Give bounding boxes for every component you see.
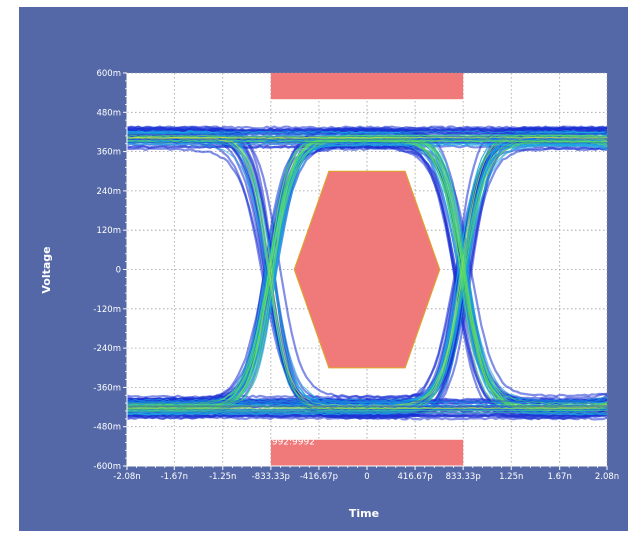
- axes: -2.08n -1.67n -1.25n -833.33p -416.67p 0 416.6…: [93, 69, 619, 482]
- eye-trace: [127, 130, 607, 414]
- x-tick-label: 1.25n: [499, 472, 523, 482]
- x-tick-label: 2.08n: [595, 472, 619, 482]
- x-tick-label: 416.67p: [398, 472, 433, 482]
- sample-count-label: 992:9992: [272, 438, 315, 448]
- eye-trace: [127, 405, 607, 410]
- y-axis-title: Voltage: [40, 246, 53, 293]
- x-axis-title: Time: [349, 507, 379, 520]
- low-rail-noise: [127, 410, 607, 412]
- high-rail-noise: [127, 133, 607, 135]
- x-tick-label: -1.67n: [161, 472, 188, 482]
- plot-area: 992:9992 Nt Bit: [126, 72, 608, 467]
- eye-trace: [127, 136, 607, 142]
- high-rail-noise: [127, 133, 607, 135]
- y-tick-label: -600m: [93, 462, 121, 472]
- high-rail-noise: [127, 133, 607, 136]
- y-tick-label: 240m: [96, 187, 121, 197]
- eye-trace: [127, 133, 607, 411]
- eye-trace: [127, 403, 607, 408]
- low-rail-hot: [127, 411, 607, 414]
- low-rail-hot: [127, 409, 607, 412]
- eye-trace: [127, 137, 607, 410]
- eye-traces: [127, 125, 607, 421]
- mask-upper-bar: [270, 73, 464, 100]
- x-tick-label: -1.25n: [209, 472, 236, 482]
- y-tick-label: 480m: [96, 108, 121, 118]
- y-tick-label: -240m: [93, 344, 121, 354]
- y-tick-label: 120m: [96, 226, 121, 236]
- low-rail-noise: [127, 405, 607, 408]
- mask-center-hexagon: [293, 170, 441, 369]
- low-rail-noise: [127, 405, 607, 408]
- corner-label: Nt Bit: [155, 421, 181, 431]
- low-rail-noise: [127, 400, 607, 402]
- x-tick-label: -416.67p: [300, 472, 338, 482]
- low-rail-noise: [127, 408, 607, 410]
- x-tick-label: 833.33p: [446, 472, 481, 482]
- x-tick-label: 1.67n: [548, 472, 572, 482]
- eye-trace: [127, 131, 607, 413]
- y-tick-label: 0: [116, 266, 121, 276]
- eye-trace: [127, 138, 607, 405]
- y-tick-label: -360m: [93, 383, 121, 393]
- y-tick-label: 360m: [96, 148, 121, 158]
- low-rail-hot: [127, 408, 607, 410]
- eye-trace: [127, 125, 607, 130]
- x-tick-label: 0: [364, 472, 369, 482]
- x-tick-label: -2.08n: [113, 472, 140, 482]
- mask-lower-bar: [270, 439, 464, 466]
- eye-trace: [127, 130, 607, 404]
- low-rail-noise: [127, 401, 607, 403]
- low-rail-hot: [127, 410, 607, 412]
- y-tick-label: -120m: [93, 305, 121, 315]
- high-rail-noise: [127, 135, 607, 138]
- y-tick-label: -480m: [93, 423, 121, 433]
- x-tick-label: -833.33p: [252, 472, 290, 482]
- y-tick-label: 600m: [96, 69, 121, 79]
